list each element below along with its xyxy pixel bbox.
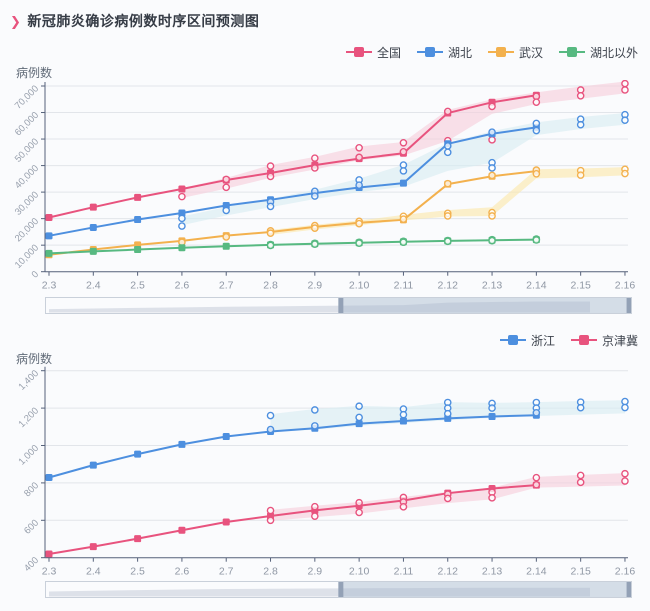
legend-item-outside_hubei[interactable]: 湖北以外 — [558, 44, 638, 61]
legend-item-zhejiang[interactable]: 浙江 — [499, 332, 555, 349]
svg-text:2.10: 2.10 — [349, 280, 370, 292]
svg-text:2.5: 2.5 — [130, 566, 145, 578]
svg-text:2.15: 2.15 — [570, 566, 591, 578]
svg-text:2.4: 2.4 — [86, 280, 101, 292]
svg-text:30,000: 30,000 — [13, 189, 41, 217]
svg-text:2.3: 2.3 — [42, 566, 57, 578]
legend-item-label: 浙江 — [530, 333, 555, 348]
svg-text:2.9: 2.9 — [308, 280, 323, 292]
chevron-right-icon: ❯ — [10, 14, 22, 29]
svg-text:2.3: 2.3 — [42, 280, 57, 292]
svg-text:2.6: 2.6 — [175, 280, 190, 292]
svg-text:2.14: 2.14 — [526, 566, 547, 578]
svg-text:2.5: 2.5 — [130, 280, 145, 292]
svg-text:2.7: 2.7 — [219, 280, 234, 292]
legend-marker-icon — [570, 335, 597, 345]
svg-text:60,000: 60,000 — [13, 110, 41, 138]
data-zoom-slider-bottom[interactable] — [45, 581, 632, 598]
legend-item-jingjinji[interactable]: 京津冀 — [570, 332, 638, 349]
legend-item-label: 湖北 — [447, 45, 472, 60]
legend-item-label: 全国 — [376, 45, 401, 60]
svg-text:20,000: 20,000 — [13, 216, 41, 244]
legend-item-label: 京津冀 — [601, 333, 638, 348]
page-title-text: 新冠肺炎确诊病例数时序区间预测图 — [27, 13, 260, 29]
legend-marker-icon — [345, 47, 372, 57]
svg-text:2.16: 2.16 — [615, 566, 636, 578]
page-title: ❯ 新冠肺炎确诊病例数时序区间预测图 — [10, 11, 259, 31]
y-axis-title-bottom: 病例数 — [16, 352, 53, 366]
svg-text:2.4: 2.4 — [86, 566, 101, 578]
svg-text:2.8: 2.8 — [263, 566, 278, 578]
chart-canvas-national[interactable]: 010,00020,00030,00040,00050,00060,00070,… — [0, 80, 650, 295]
svg-text:2.12: 2.12 — [438, 280, 459, 292]
svg-text:2.9: 2.9 — [308, 566, 323, 578]
legend-item-national[interactable]: 全国 — [345, 44, 401, 61]
legend-marker-icon — [487, 47, 514, 57]
svg-text:2.7: 2.7 — [219, 566, 234, 578]
svg-text:2.11: 2.11 — [394, 280, 414, 292]
legend-marker-icon — [499, 335, 526, 345]
legend-national-chart: 全国 湖北 武汉 湖北以外 — [345, 44, 638, 61]
svg-text:70,000: 70,000 — [13, 83, 41, 111]
svg-text:2.13: 2.13 — [482, 280, 503, 292]
svg-text:800: 800 — [22, 480, 41, 499]
legend-item-label: 湖北以外 — [589, 45, 638, 60]
svg-text:2.8: 2.8 — [263, 280, 278, 292]
svg-text:10,000: 10,000 — [13, 243, 41, 271]
svg-text:400: 400 — [22, 555, 41, 574]
svg-text:2.13: 2.13 — [482, 566, 503, 578]
legend-marker-icon — [416, 47, 443, 57]
svg-text:2.11: 2.11 — [394, 566, 414, 578]
data-zoom-slider-top[interactable] — [45, 297, 632, 314]
svg-text:2.16: 2.16 — [615, 280, 636, 292]
svg-text:0: 0 — [30, 269, 42, 281]
svg-text:50,000: 50,000 — [13, 136, 41, 164]
svg-text:40,000: 40,000 — [13, 163, 41, 191]
svg-text:2.14: 2.14 — [526, 280, 547, 292]
chart-canvas-province[interactable]: 400 600 800 1,000 1,200 1,400 2.3 2.4 2.5 2.6 2.7 2… — [0, 366, 650, 581]
legend-item-label: 武汉 — [518, 45, 543, 60]
svg-text:600: 600 — [22, 518, 41, 537]
y-axis-title-top: 病例数 — [16, 66, 53, 80]
legend-province-chart: 浙江 京津冀 — [499, 332, 638, 349]
svg-text:2.10: 2.10 — [349, 566, 370, 578]
svg-text:1,200: 1,200 — [17, 405, 42, 430]
svg-text:1,000: 1,000 — [17, 443, 42, 468]
legend-item-hubei[interactable]: 湖北 — [416, 44, 472, 61]
legend-marker-icon — [558, 47, 585, 57]
svg-text:2.12: 2.12 — [438, 566, 459, 578]
svg-text:1,400: 1,400 — [17, 368, 42, 393]
legend-item-wuhan[interactable]: 武汉 — [487, 44, 543, 61]
svg-text:2.15: 2.15 — [570, 280, 591, 292]
svg-text:2.6: 2.6 — [175, 566, 190, 578]
